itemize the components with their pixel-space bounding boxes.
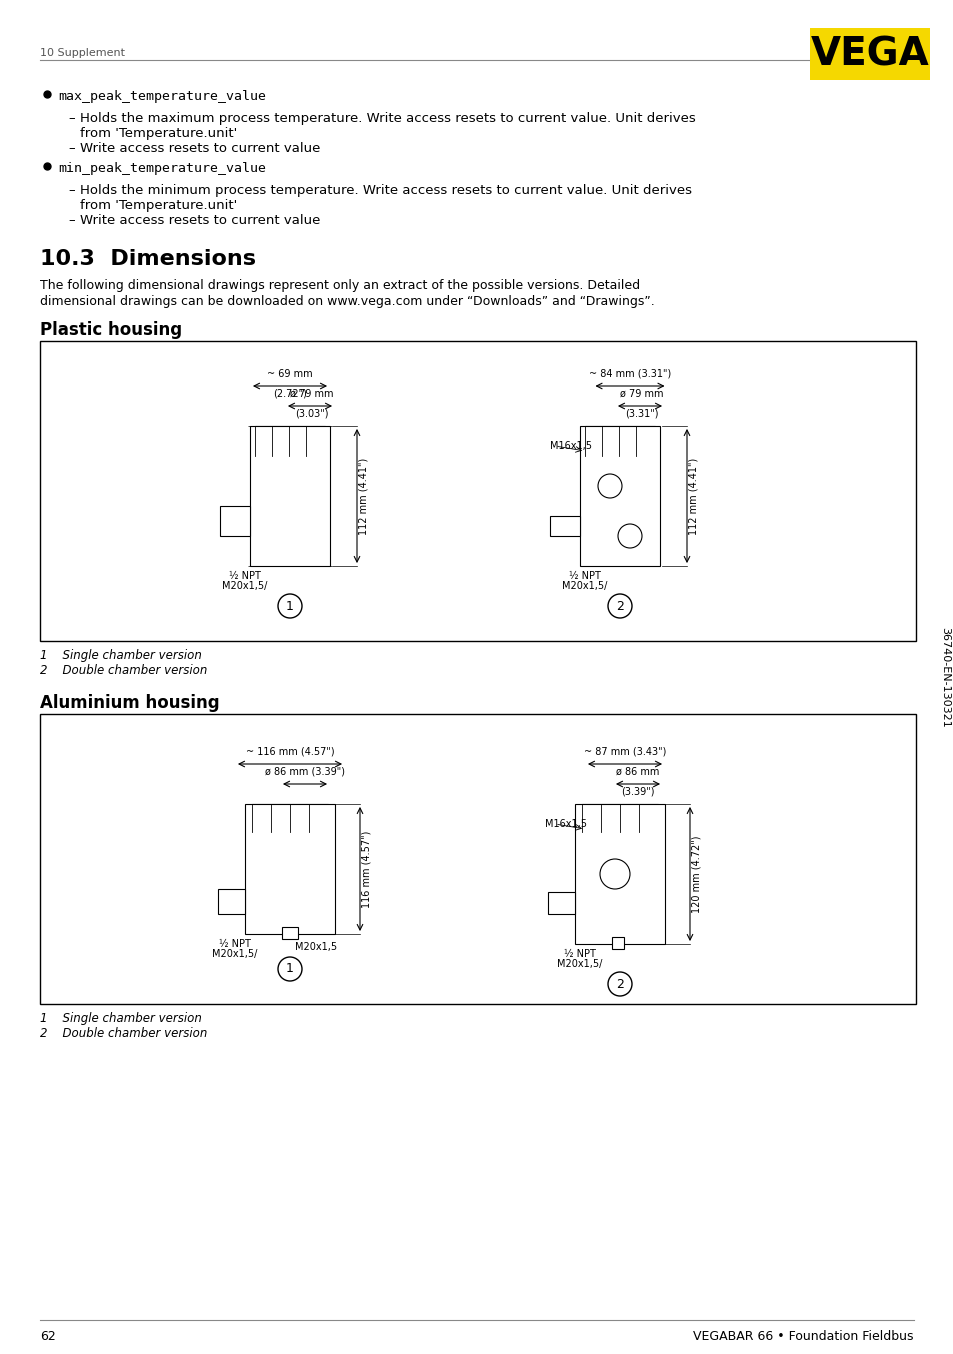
Text: Holds the maximum process temperature. Write access resets to current value. Uni: Holds the maximum process temperature. W… <box>80 112 695 125</box>
Text: ½ NPT: ½ NPT <box>569 571 600 581</box>
Bar <box>282 927 297 940</box>
Bar <box>254 427 325 456</box>
Bar <box>575 804 664 944</box>
Text: (3.03"): (3.03") <box>294 409 329 418</box>
Text: 10 Supplement: 10 Supplement <box>40 47 125 58</box>
Text: 1    Single chamber version: 1 Single chamber version <box>40 649 202 662</box>
Text: 112 mm (4.41"): 112 mm (4.41") <box>358 458 369 535</box>
Bar <box>218 890 245 914</box>
Text: 2    Double chamber version: 2 Double chamber version <box>40 663 207 677</box>
Bar <box>40 714 915 1005</box>
Text: 112 mm (4.41"): 112 mm (4.41") <box>688 458 699 535</box>
Bar <box>612 937 623 949</box>
Text: from 'Temperature.unit': from 'Temperature.unit' <box>80 127 237 139</box>
Text: –: – <box>68 112 74 125</box>
Text: The following dimensional drawings represent only an extract of the possible ver: The following dimensional drawings repre… <box>40 279 639 292</box>
Text: Plastic housing: Plastic housing <box>40 321 182 338</box>
Text: from 'Temperature.unit': from 'Temperature.unit' <box>80 199 237 213</box>
Text: ø 86 mm: ø 86 mm <box>616 766 659 777</box>
Text: 10.3  Dimensions: 10.3 Dimensions <box>40 249 255 269</box>
Text: 2: 2 <box>616 978 623 991</box>
FancyBboxPatch shape <box>245 804 335 934</box>
Text: 1: 1 <box>286 600 294 612</box>
Text: (3.31"): (3.31") <box>624 409 659 418</box>
Text: –: – <box>68 214 74 227</box>
Text: min_peak_temperature_value: min_peak_temperature_value <box>58 162 266 175</box>
Text: 120 mm (4.72"): 120 mm (4.72") <box>691 835 701 913</box>
Text: M16x1,5: M16x1,5 <box>550 441 592 451</box>
Bar <box>584 427 655 456</box>
Bar <box>581 804 658 831</box>
Text: ½ NPT: ½ NPT <box>229 571 261 581</box>
Text: 1    Single chamber version: 1 Single chamber version <box>40 1011 202 1025</box>
Text: 2: 2 <box>616 600 623 612</box>
Text: Write access resets to current value: Write access resets to current value <box>80 214 320 227</box>
Text: –: – <box>68 184 74 196</box>
Text: ½ NPT: ½ NPT <box>563 949 596 959</box>
Text: (2.72"): (2.72") <box>273 389 307 398</box>
Bar <box>250 427 330 566</box>
Text: 62: 62 <box>40 1330 55 1343</box>
Text: 36740-EN-130321: 36740-EN-130321 <box>939 627 949 727</box>
Text: dimensional drawings can be downloaded on www.vega.com under “Downloads” and “Dr: dimensional drawings can be downloaded o… <box>40 295 654 307</box>
Text: M20x1,5/: M20x1,5/ <box>561 581 607 590</box>
Bar <box>252 804 328 831</box>
Text: M20x1,5/: M20x1,5/ <box>557 959 602 969</box>
Text: 1: 1 <box>286 963 294 975</box>
Text: Write access resets to current value: Write access resets to current value <box>80 142 320 154</box>
Bar <box>220 506 250 536</box>
Text: ø 79 mm: ø 79 mm <box>619 389 663 399</box>
Text: ~ 84 mm (3.31"): ~ 84 mm (3.31") <box>588 370 670 379</box>
Text: VEGABAR 66 • Foundation Fieldbus: VEGABAR 66 • Foundation Fieldbus <box>693 1330 913 1343</box>
Text: Holds the minimum process temperature. Write access resets to current value. Uni: Holds the minimum process temperature. W… <box>80 184 691 196</box>
FancyBboxPatch shape <box>809 28 929 80</box>
Text: M20x1,5/: M20x1,5/ <box>222 581 268 590</box>
Text: 116 mm (4.57"): 116 mm (4.57") <box>361 830 372 907</box>
Text: ø 86 mm (3.39"): ø 86 mm (3.39") <box>265 766 345 777</box>
Text: ½ NPT: ½ NPT <box>219 940 251 949</box>
Bar <box>550 516 579 536</box>
Bar <box>40 341 915 640</box>
Text: ~ 87 mm (3.43"): ~ 87 mm (3.43") <box>583 747 665 757</box>
Text: M20x1,5/: M20x1,5/ <box>213 949 257 959</box>
Text: –: – <box>68 142 74 154</box>
Text: ø 79 mm: ø 79 mm <box>290 389 334 399</box>
Text: (3.39"): (3.39") <box>620 787 654 798</box>
Bar <box>547 892 575 914</box>
Text: M16x1,5: M16x1,5 <box>544 819 586 829</box>
Bar <box>579 427 659 566</box>
Text: max_peak_temperature_value: max_peak_temperature_value <box>58 89 266 103</box>
Text: Aluminium housing: Aluminium housing <box>40 695 219 712</box>
Text: M20x1,5: M20x1,5 <box>294 942 336 952</box>
Text: VEGA: VEGA <box>810 35 928 73</box>
Text: 2    Double chamber version: 2 Double chamber version <box>40 1026 207 1040</box>
Text: ~ 116 mm (4.57"): ~ 116 mm (4.57") <box>246 747 334 757</box>
Text: ~ 69 mm: ~ 69 mm <box>267 370 313 379</box>
